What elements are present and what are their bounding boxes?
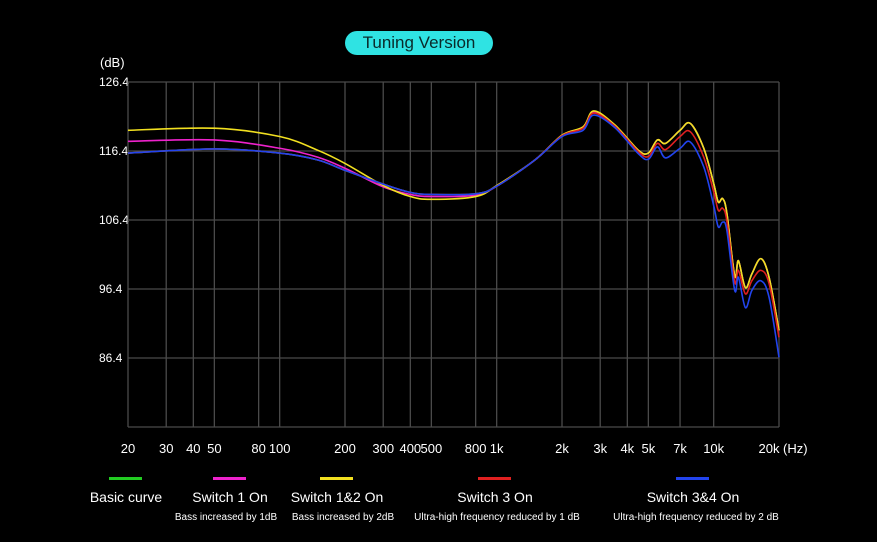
legend-swatch [676, 477, 709, 480]
y-tick-label: 86.4 [99, 351, 123, 365]
legend-label: Switch 1 On [192, 489, 268, 505]
legend-description: Ultra-high frequency reduced by 2 dB [613, 512, 779, 523]
x-tick-label: 500 [421, 441, 443, 456]
y-tick-label: 116.4 [99, 144, 128, 158]
y-tick-label: 106.4 [99, 213, 129, 227]
x-axis-unit: (Hz) [783, 441, 808, 456]
series-line-1 [127, 111, 780, 331]
series-line-2 [127, 111, 780, 331]
legend-label: Basic curve [89, 489, 163, 505]
x-tick-label: 3k [593, 441, 607, 456]
legend-label: Switch 1&2 On [290, 489, 384, 505]
x-tick-label: 50 [207, 441, 221, 456]
frequency-response-chart: 126.4 116.4 106.4 96.4 86.4 (dB) 20 30 40 50 80 100… [99, 55, 808, 456]
legend-swatch [213, 477, 246, 480]
x-tick-label: 1k [490, 441, 504, 456]
x-tick-label: 10k [703, 441, 724, 456]
legend-label: Switch 3&4 On [646, 489, 740, 505]
x-tick-label: 20k [759, 441, 780, 456]
legend-description: Bass increased by 2dB [291, 512, 395, 523]
legend-description: Ultra-high frequency reduced by 1 dB [414, 512, 580, 523]
x-tick-label: 300 [372, 441, 394, 456]
x-tick-label: 400 [399, 441, 421, 456]
x-tick-label: 800 [465, 441, 487, 456]
chart-title: Tuning Version [345, 31, 493, 55]
series-line-3 [127, 110, 780, 331]
x-tick-label: 40 [186, 441, 200, 456]
x-tick-label: 200 [334, 441, 356, 456]
x-tick-label: 80 [251, 441, 265, 456]
y-tick-label: 126.4 [99, 75, 129, 89]
legend-swatch [320, 477, 353, 480]
series-line-5 [127, 114, 780, 358]
legend-swatch [109, 477, 142, 480]
x-tick-label: 100 [269, 441, 291, 456]
legend-label: Switch 3 On [457, 489, 533, 505]
x-tick-label: 5k [641, 441, 655, 456]
x-tick-label: 30 [159, 441, 173, 456]
legend-swatch [478, 477, 511, 480]
y-axis-unit: (dB) [100, 55, 125, 70]
x-tick-label: 2k [555, 441, 569, 456]
y-tick-label: 96.4 [99, 282, 123, 296]
x-tick-label: 7k [673, 441, 687, 456]
x-tick-label: 20 [121, 441, 135, 456]
legend-description: Bass increased by 1dB [174, 512, 278, 523]
x-tick-label: 4k [620, 441, 634, 456]
